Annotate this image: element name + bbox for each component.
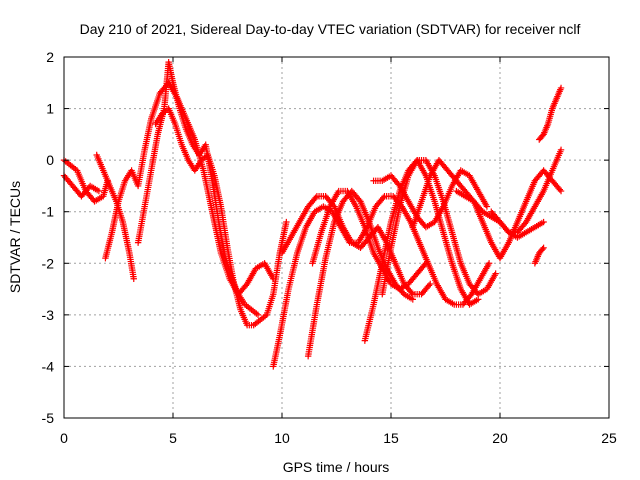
series-arc-16 [488,146,565,236]
data-point [504,227,511,235]
data-point [254,311,262,319]
chart-title: Day 210 of 2021, Sidereal Day-to-day VTE… [80,21,581,37]
y-tick-label: -2 [42,255,55,271]
data-point [539,245,546,253]
y-tick-labels: -5 -4 -3 -2 -1 0 1 2 [42,49,55,426]
data-point [540,218,547,226]
x-tick-label: 15 [383,430,399,446]
data-point [492,270,499,277]
series-arc-15 [453,167,565,262]
x-tick-label: 20 [492,430,508,446]
data-point [283,218,290,226]
axis-ticks [63,56,610,419]
y-tick-label: -1 [42,204,55,220]
x-tick-label: 10 [274,430,290,446]
series-arc-17 [531,244,547,267]
data-point [422,260,430,267]
data-point [409,296,416,303]
data-point [427,280,434,288]
series-arc-10 [309,187,430,293]
series-arc-12 [379,156,499,298]
data-points [60,58,565,370]
y-axis-label: SDTVAR / TECUs [7,181,23,293]
data-point [485,260,493,267]
data-point [556,186,563,193]
data-point [421,261,428,268]
y-tick-label: 0 [46,152,54,168]
data-point [312,194,319,201]
x-tick-label: 5 [169,430,177,446]
data-point [557,146,565,154]
grid-lines [64,57,609,418]
series-arc-4 [102,79,277,298]
x-tick-label: 0 [60,430,68,446]
y-tick-label: -3 [42,307,55,323]
data-point [557,187,565,195]
data-point [356,196,363,204]
y-tick-label: 2 [46,49,54,65]
data-point [557,84,565,92]
plot-frame [63,56,610,419]
x-tick-labels: 0 5 10 15 20 25 [60,430,617,446]
data-point [95,187,103,195]
data-point [483,203,491,210]
x-axis-label: GPS time / hours [283,459,390,475]
y-tick-label: -4 [42,358,55,374]
data-point [380,194,387,201]
data-point [540,244,547,252]
data-point [425,282,433,289]
data-point [130,275,137,282]
series-arc-18 [536,84,565,143]
series-arc-5 [134,58,262,319]
x-tick-label: 25 [601,430,617,446]
y-tick-label: -5 [42,410,55,426]
data-point [408,289,415,296]
y-tick-label: 1 [46,101,54,117]
